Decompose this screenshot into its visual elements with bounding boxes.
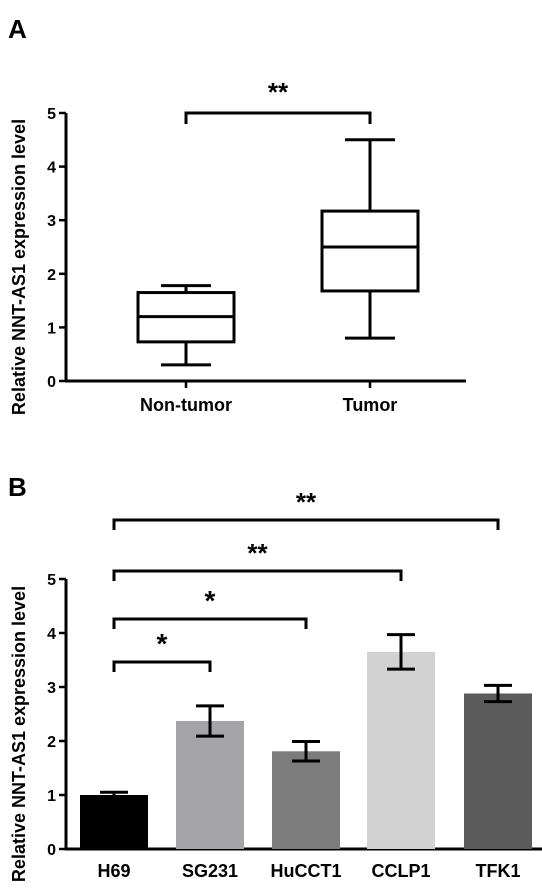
bar [176,721,244,849]
y-tick-label: 0 [47,374,56,391]
panel-a-label: A [8,14,27,44]
y-tick-label: 2 [47,734,56,751]
x-tick-label: Tumor [343,395,398,415]
x-tick-label: SG231 [182,861,238,881]
significance-label: ** [296,487,317,517]
y-tick-label: 1 [47,320,56,337]
significance-bracket [112,569,403,581]
x-tick-label: Non-tumor [140,395,232,415]
y-axis-label: Relative NNT-AS1 expression level [9,586,29,882]
y-tick-label: 5 [47,572,56,589]
significance-label: * [205,585,216,616]
x-tick-label: TFK1 [476,861,521,881]
significance-bracket [112,660,212,672]
y-tick-label: 0 [47,842,56,859]
significance-label: ** [247,538,268,568]
y-axis-label: Relative NNT-AS1 expression level [9,119,29,415]
bar [367,651,435,849]
x-tick-label: HuCCT1 [271,861,342,881]
box [320,209,420,293]
significance-label: * [157,628,168,659]
significance-bracket [112,617,308,629]
y-tick-label: 4 [47,160,56,177]
bar [464,693,532,849]
y-tick-label: 2 [47,267,56,284]
significance-bracket [184,111,372,124]
significance-bracket [112,518,500,530]
x-tick-label: CCLP1 [371,861,430,881]
y-tick-label: 3 [47,680,56,697]
y-tick-label: 5 [47,106,56,123]
y-tick-label: 4 [47,626,56,643]
panel-b-label: B [8,472,27,502]
y-tick-label: 1 [47,788,56,805]
bar [80,795,148,849]
significance-label: ** [268,77,289,107]
bar [272,751,340,849]
x-tick-label: H69 [97,861,130,881]
y-tick-label: 3 [47,213,56,230]
